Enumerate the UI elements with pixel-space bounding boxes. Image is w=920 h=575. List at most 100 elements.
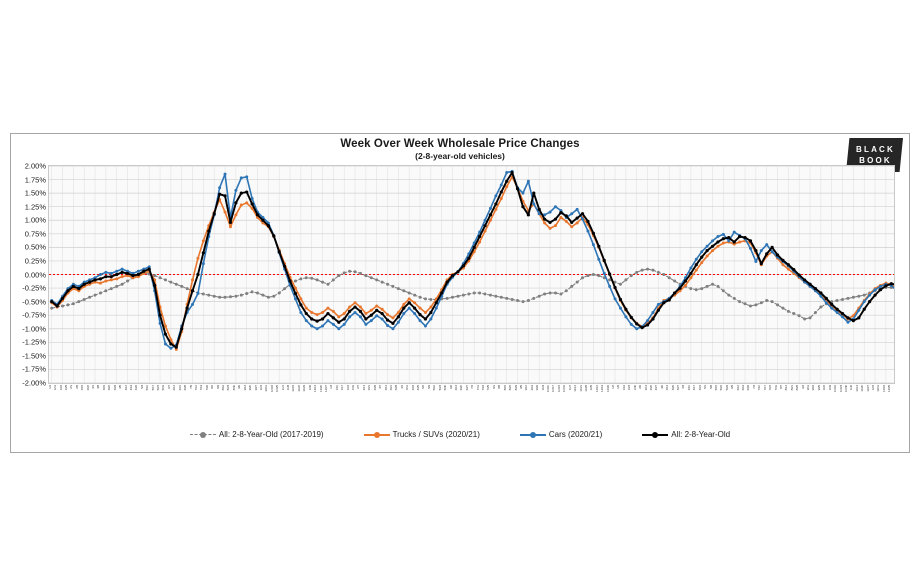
series-marker [185,306,189,310]
series-marker [472,245,476,249]
series-marker [66,289,70,293]
x-axis-tick-label: 2/21 [367,385,372,391]
series-marker [581,217,585,221]
series-marker [488,213,493,217]
x-axis-tick-label: 12/27 [323,385,328,392]
series-marker [656,270,660,274]
series-marker [310,324,314,328]
series-marker [591,231,595,235]
x-axis-tick-label: 1/31 [351,385,356,391]
series-marker [88,280,92,284]
legend-label: All: 2-8-Year-Old (2017-2019) [218,430,324,439]
series-marker [396,287,400,291]
series-marker [754,249,758,253]
series-marker [678,289,682,293]
x-axis-tick-label: 11/28 [583,385,588,392]
y-axis-tick-label: 2.00% [24,161,46,171]
series-marker [808,316,812,320]
series-marker [136,272,140,277]
series-marker [456,294,460,298]
y-axis-tick-label: 1.75% [24,175,46,185]
x-axis-tick-label: 7/10 [757,385,762,391]
series-marker [277,250,281,254]
series-marker [754,303,758,307]
series-marker [191,302,195,306]
series-marker [180,327,184,331]
series-marker [813,287,818,291]
series-marker [147,265,151,269]
series-marker [131,273,135,278]
series-marker [326,306,330,310]
series-marker [461,264,465,268]
x-axis-tick-label: 8/1 [491,385,496,389]
series-marker [109,278,113,282]
logo-line-book: BOOK [859,156,892,165]
series-marker [348,269,352,273]
series-marker [559,211,563,215]
x-axis-tick-label: 8/21 [789,385,794,391]
series-marker [889,282,893,286]
series-marker [716,235,720,239]
legend-item[interactable]: All: 2-8-Year-Old (2017-2019) [189,430,324,439]
series-marker [689,287,693,291]
series-marker [851,295,855,299]
series-marker [364,274,368,278]
series-marker [120,267,124,271]
series-marker [450,273,455,278]
series-marker [131,276,135,280]
series-marker [499,190,503,194]
series-marker [126,274,130,278]
series-marker [299,297,303,301]
x-axis-tick-label: 5/3 [139,385,144,389]
series-marker [570,225,574,229]
x-axis-tick-label: 10/25 [275,385,280,392]
x-axis-tick-label: 5/16 [432,385,437,391]
legend-item[interactable]: All: 2-8-Year-Old [642,430,730,439]
series-marker [239,191,243,195]
series-marker [613,285,617,290]
x-axis-tick-label: 3/6 [659,385,664,389]
x-axis-tick-label: 10/17 [551,385,556,392]
series-marker [575,207,579,211]
series-line [51,268,914,320]
series-marker [93,293,97,297]
series-marker [283,264,287,268]
series-marker [434,301,438,305]
series-marker [429,317,433,321]
series-marker [629,315,633,319]
y-axis-tick-label: 0.00% [24,270,46,279]
x-axis-tick-label: 10/10 [546,385,551,392]
series-marker [467,256,471,260]
series-marker [131,271,135,275]
x-axis-tick-label: 9/12 [524,385,529,391]
x-axis-tick-label: 2/14 [361,385,366,391]
series-marker [88,295,92,299]
series-marker [386,313,390,317]
series-marker [115,284,119,288]
series-marker [115,269,119,273]
series-marker [873,293,877,297]
series-marker [293,279,297,283]
legend-item[interactable]: Cars (2020/21) [519,430,602,439]
series-marker [759,249,763,253]
series-marker [331,316,335,320]
series-marker [765,299,769,303]
series-marker [868,300,872,304]
series-marker [120,275,124,279]
x-axis-tick-label: 6/6 [448,385,453,389]
chart-subtitle: (2-8-year-old vehicles) [415,151,505,161]
series-marker [716,240,720,244]
x-axis-tick-label: 7/26 [204,385,209,391]
series-marker [640,326,644,330]
x-axis-tick-label: 7/18 [481,385,486,391]
series-marker [494,202,498,206]
series-marker [656,302,660,306]
x-axis-tick-label: 5/17 [150,385,155,391]
legend-item[interactable]: Trucks / SUVs (2020/21) [363,430,480,439]
series-marker [174,347,178,351]
series-marker [174,282,178,286]
legend-label: All: 2-8-Year-Old [671,430,731,439]
series-marker [169,346,173,350]
x-axis-tick-label: 1/4 [47,385,52,389]
series-marker [104,279,108,283]
